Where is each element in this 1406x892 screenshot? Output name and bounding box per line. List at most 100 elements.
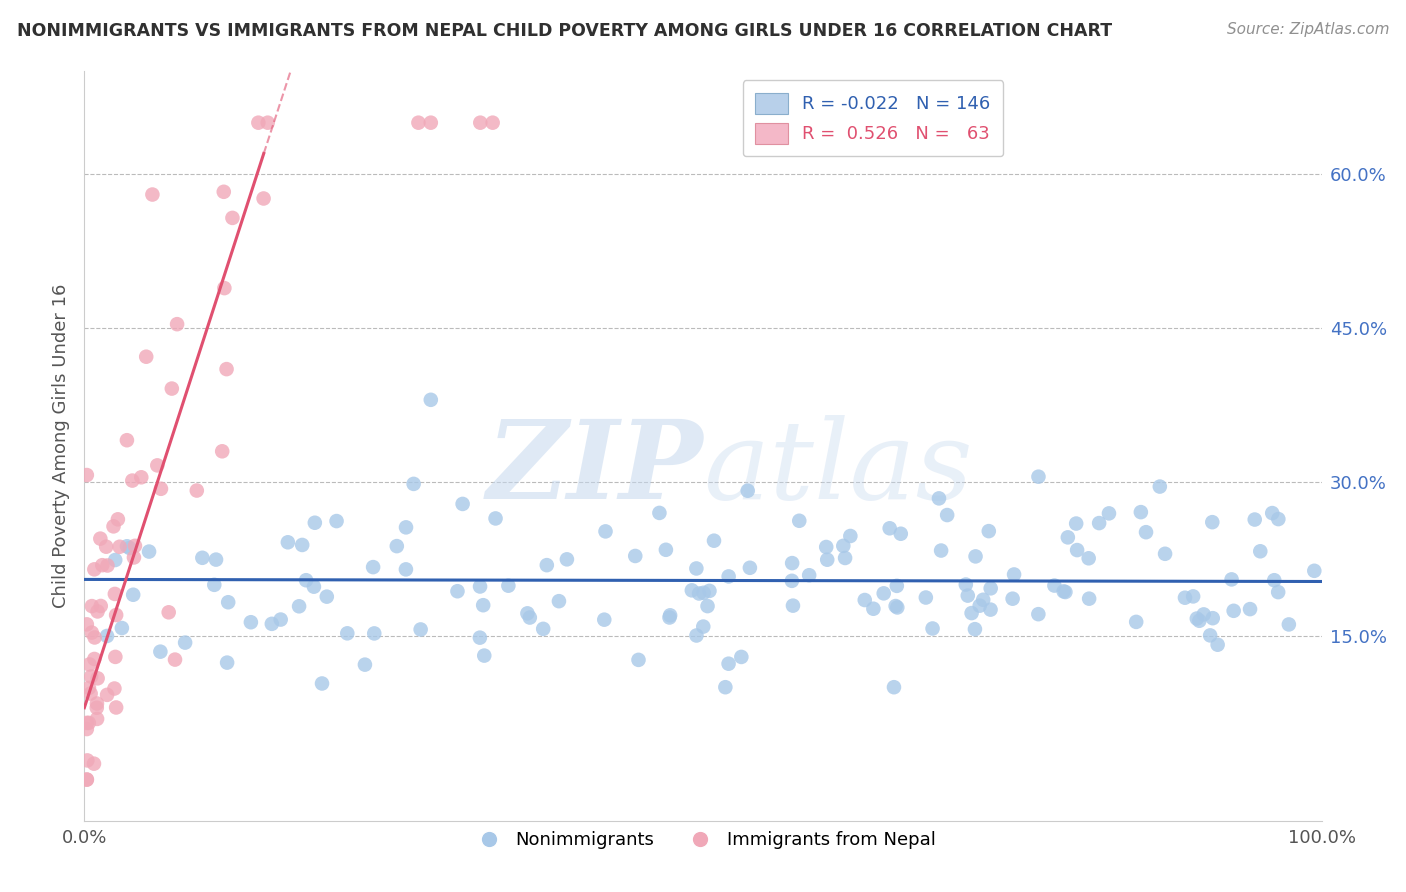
Point — [1185, 611, 1208, 625]
Point — [1174, 591, 1197, 605]
Point — [79, 687, 101, 701]
Point — [80, 599, 103, 613]
Point — [1239, 602, 1261, 616]
Point — [86, 697, 108, 711]
Point — [103, 681, 125, 696]
Point — [977, 524, 1000, 538]
Point — [122, 588, 145, 602]
Point — [108, 540, 131, 554]
Point — [717, 569, 740, 583]
Point — [214, 281, 236, 295]
Point — [1088, 516, 1111, 530]
Point — [516, 607, 538, 621]
Point — [498, 579, 520, 593]
Point — [972, 592, 994, 607]
Point — [211, 444, 233, 458]
Point — [79, 657, 101, 672]
Point — [1135, 525, 1157, 540]
Point — [89, 532, 111, 546]
Point — [451, 497, 474, 511]
Point — [1222, 604, 1244, 618]
Point — [980, 582, 1002, 596]
Point — [103, 519, 125, 533]
Point — [217, 595, 239, 609]
Point — [688, 586, 710, 600]
Point — [141, 187, 163, 202]
Point — [277, 535, 299, 549]
Point — [402, 476, 425, 491]
Point — [174, 635, 197, 649]
Point — [149, 645, 172, 659]
Legend: Nonimmigrants, Immigrants from Nepal: Nonimmigrants, Immigrants from Nepal — [463, 824, 943, 856]
Point — [815, 552, 838, 566]
Point — [648, 506, 671, 520]
Point — [304, 516, 326, 530]
Point — [692, 586, 714, 600]
Point — [302, 580, 325, 594]
Point — [519, 610, 541, 624]
Point — [472, 648, 495, 663]
Point — [76, 617, 98, 632]
Point — [1001, 591, 1024, 606]
Point — [1064, 516, 1087, 531]
Point — [1206, 638, 1229, 652]
Point — [76, 722, 98, 736]
Point — [960, 606, 983, 620]
Point — [239, 615, 262, 630]
Point — [929, 543, 952, 558]
Point — [921, 622, 943, 636]
Point — [105, 608, 128, 623]
Point — [799, 568, 821, 582]
Point — [295, 573, 318, 587]
Point — [205, 552, 228, 566]
Point — [555, 552, 578, 566]
Point — [409, 623, 432, 637]
Point — [408, 116, 430, 130]
Point — [658, 610, 681, 624]
Point — [681, 583, 703, 598]
Point — [76, 468, 98, 483]
Text: atlas: atlas — [703, 415, 973, 522]
Point — [593, 613, 616, 627]
Point — [886, 579, 908, 593]
Point — [1188, 614, 1211, 628]
Point — [336, 626, 359, 640]
Point — [157, 605, 180, 619]
Point — [83, 756, 105, 771]
Point — [1182, 590, 1205, 604]
Point — [385, 539, 408, 553]
Point — [361, 560, 384, 574]
Point — [1154, 547, 1177, 561]
Point — [215, 362, 238, 376]
Point — [655, 542, 678, 557]
Point — [77, 681, 100, 695]
Point — [149, 482, 172, 496]
Point — [1278, 617, 1301, 632]
Point — [186, 483, 208, 498]
Point — [696, 599, 718, 613]
Point — [104, 587, 127, 601]
Point — [886, 600, 908, 615]
Point — [354, 657, 377, 672]
Point — [699, 583, 721, 598]
Point — [419, 392, 441, 407]
Point — [595, 524, 617, 539]
Point — [96, 540, 118, 554]
Point — [1054, 585, 1077, 599]
Point — [692, 619, 714, 633]
Point — [1243, 512, 1265, 526]
Point — [256, 116, 278, 130]
Point — [91, 558, 114, 573]
Point — [86, 604, 108, 618]
Point — [104, 553, 127, 567]
Point — [80, 669, 103, 683]
Point — [685, 628, 707, 642]
Point — [1192, 607, 1215, 622]
Point — [395, 520, 418, 534]
Point — [832, 539, 855, 553]
Point — [138, 544, 160, 558]
Point — [536, 558, 558, 573]
Text: ZIP: ZIP — [486, 415, 703, 522]
Point — [135, 350, 157, 364]
Point — [879, 521, 901, 535]
